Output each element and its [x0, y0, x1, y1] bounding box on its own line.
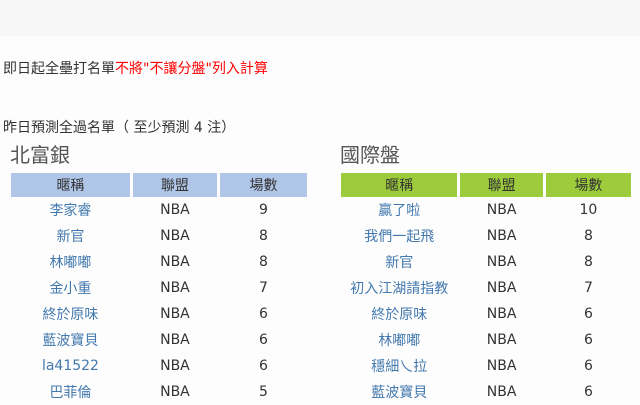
prediction-table-international: 暱稱 聯盟 場數贏了啦 NBA 10 我們一起飛 NBA 8 新官 NBA 8 初入江湖請指教 NBA 7…: [338, 173, 634, 405]
table-row: 新官 NBA 8: [341, 249, 631, 275]
column-header: 聯盟: [132, 173, 217, 197]
league-cell: NBA: [160, 280, 190, 296]
header-row: 暱稱 聯盟 場數: [11, 173, 307, 197]
games-count-cell: 7: [259, 280, 268, 296]
table-row: 林嘟嘟 NBA 8: [11, 249, 307, 275]
table-row: 林嘟嘟 NBA 6: [341, 327, 631, 353]
league-cell: NBA: [160, 384, 190, 400]
nickname-link[interactable]: 新官: [56, 229, 85, 245]
games-count-cell: 6: [583, 306, 593, 322]
nickname-link[interactable]: 金小重: [49, 281, 92, 297]
nickname-link[interactable]: 終於原味: [42, 307, 99, 323]
tables-row: 北富銀 暱稱 聯盟 場數 李家睿 NBA 9 新官 NBA 8 林嘟嘟 NBA 8 金小重 NBA 7 終於原…: [3, 141, 640, 405]
games-count-cell: 6: [583, 358, 593, 374]
table-row: 終於原味 NBA 6: [11, 301, 307, 327]
column-header: 聯盟: [460, 173, 543, 197]
column-header: 暱稱: [341, 173, 458, 197]
games-count-cell: 5: [259, 384, 268, 400]
table-row: 藍波寶貝 NBA 6: [11, 327, 307, 353]
league-cell: NBA: [160, 228, 190, 244]
games-count-cell: 7: [583, 280, 593, 296]
league-cell: NBA: [486, 384, 517, 400]
table-row: 我們一起飛 NBA 8: [341, 223, 631, 249]
league-cell: NBA: [160, 202, 190, 218]
table-row: 新官 NBA 8: [11, 223, 307, 249]
league-cell: NBA: [160, 254, 190, 270]
league-cell: NBA: [486, 228, 517, 244]
games-count-cell: 9: [259, 202, 268, 218]
nickname-link[interactable]: 林嘟嘟: [378, 333, 421, 349]
column-header: 暱稱: [11, 173, 130, 197]
table-row: 贏了啦 NBA 10: [341, 197, 631, 223]
nickname-link[interactable]: 李家睿: [49, 203, 92, 219]
nickname-link[interactable]: 初入江湖請指教: [350, 281, 449, 297]
games-count-cell: 6: [259, 306, 268, 322]
league-cell: NBA: [160, 306, 190, 322]
league-cell: NBA: [486, 202, 517, 218]
league-cell: NBA: [486, 332, 517, 348]
nickname-link[interactable]: 穩細乀拉: [371, 359, 428, 375]
section-international-board: 國際盤 暱稱 聯盟 場數贏了啦 NBA 10 我們一起飛 NBA 8 新官 NBA 8 初入江湖請指教…: [338, 141, 634, 405]
notice-plain-text: 即日起全壘打名單: [3, 61, 115, 77]
table-row: la41522 NBA 6: [11, 353, 307, 379]
notice: 即日起全壘打名單不將"不讓分盤"列入計算: [3, 61, 640, 78]
nickname-link[interactable]: 巴菲倫: [49, 385, 92, 401]
section-title-international: 國際盤: [340, 143, 400, 167]
prediction-table-bank: 暱稱 聯盟 場數李家睿 NBA 9 新官 NBA 8 林嘟嘟 NBA 8 金小重 NBA 7 終於原味 NBA…: [8, 173, 310, 405]
nickname-link[interactable]: 我們一起飛: [364, 229, 435, 245]
nickname-link[interactable]: 藍波寶貝: [42, 333, 99, 349]
league-cell: NBA: [486, 306, 517, 322]
table-row: 穩細乀拉 NBA 6: [341, 353, 631, 379]
nickname-link[interactable]: 藍波寶貝: [371, 385, 428, 401]
nickname-link[interactable]: la41522: [41, 358, 99, 374]
table-row: 藍波寶貝 NBA 6: [341, 379, 631, 405]
games-count-cell: 6: [583, 332, 593, 348]
table-row: 初入江湖請指教 NBA 7: [341, 275, 631, 301]
table-row: 巴菲倫 NBA 5: [11, 379, 307, 405]
games-count-cell: 8: [583, 254, 593, 270]
nickname-link[interactable]: 新官: [385, 255, 414, 271]
league-cell: NBA: [486, 358, 517, 374]
section-bank-board: 北富銀 暱稱 聯盟 場數李家睿 NBA 9 新官 NBA 8 林嘟嘟 NBA 8 金小重 NBA 7 終於原…: [8, 141, 310, 405]
column-header: 場數: [545, 173, 631, 197]
column-header: 場數: [219, 173, 307, 197]
nickname-link[interactable]: 贏了啦: [378, 203, 421, 219]
league-cell: NBA: [486, 254, 517, 270]
table-row: 終於原味 NBA 6: [341, 301, 631, 327]
table-row: 李家睿 NBA 9: [11, 197, 307, 223]
games-count-cell: 6: [583, 384, 593, 400]
nickname-link[interactable]: 終於原味: [371, 307, 428, 323]
nickname-link[interactable]: 林嘟嘟: [49, 255, 92, 271]
league-cell: NBA: [486, 280, 517, 296]
league-cell: NBA: [160, 358, 190, 374]
games-count-cell: 8: [259, 254, 268, 270]
games-count-cell: 6: [259, 358, 268, 374]
games-count-cell: 8: [583, 228, 593, 244]
games-count-cell: 10: [579, 202, 598, 218]
games-count-cell: 8: [259, 228, 268, 244]
league-cell: NBA: [160, 332, 190, 348]
section-title-bank: 北富銀: [10, 143, 70, 167]
header-row: 暱稱 聯盟 場數: [341, 173, 631, 197]
page-content: 即日起全壘打名單不將"不讓分盤"列入計算 昨日預測全過名單（ 至少預測 4 注）…: [0, 61, 640, 405]
table-row: 金小重 NBA 7: [11, 275, 307, 301]
subtitle: 昨日預測全過名單（ 至少預測 4 注）: [3, 120, 236, 136]
games-count-cell: 6: [259, 332, 268, 348]
notice-highlight-text: 不將"不讓分盤"列入計算: [115, 61, 268, 77]
top-band: [0, 0, 640, 36]
